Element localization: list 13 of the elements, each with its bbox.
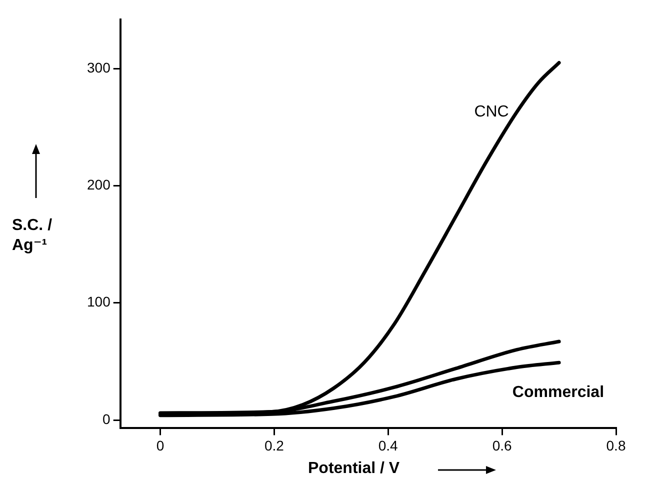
x-tick-label: 0.8 bbox=[606, 437, 626, 454]
x-axis-title: Potential / V bbox=[308, 460, 400, 478]
y-tick-label: 200 bbox=[87, 176, 111, 193]
y-tick-label: 300 bbox=[87, 59, 111, 76]
x-tick-label: 0.4 bbox=[378, 437, 398, 454]
x-tick-label: 0.2 bbox=[264, 437, 284, 454]
y-axis-title: S.C. / Ag⁻¹ bbox=[12, 216, 54, 256]
x-tick-label: 0.6 bbox=[492, 437, 512, 454]
series-label: CNC bbox=[474, 103, 509, 120]
x-tick-label: 0 bbox=[156, 437, 164, 454]
series-label: Commercial bbox=[512, 384, 604, 402]
y-tick-label: 0 bbox=[102, 410, 111, 427]
y-tick-label: 100 bbox=[87, 294, 111, 310]
